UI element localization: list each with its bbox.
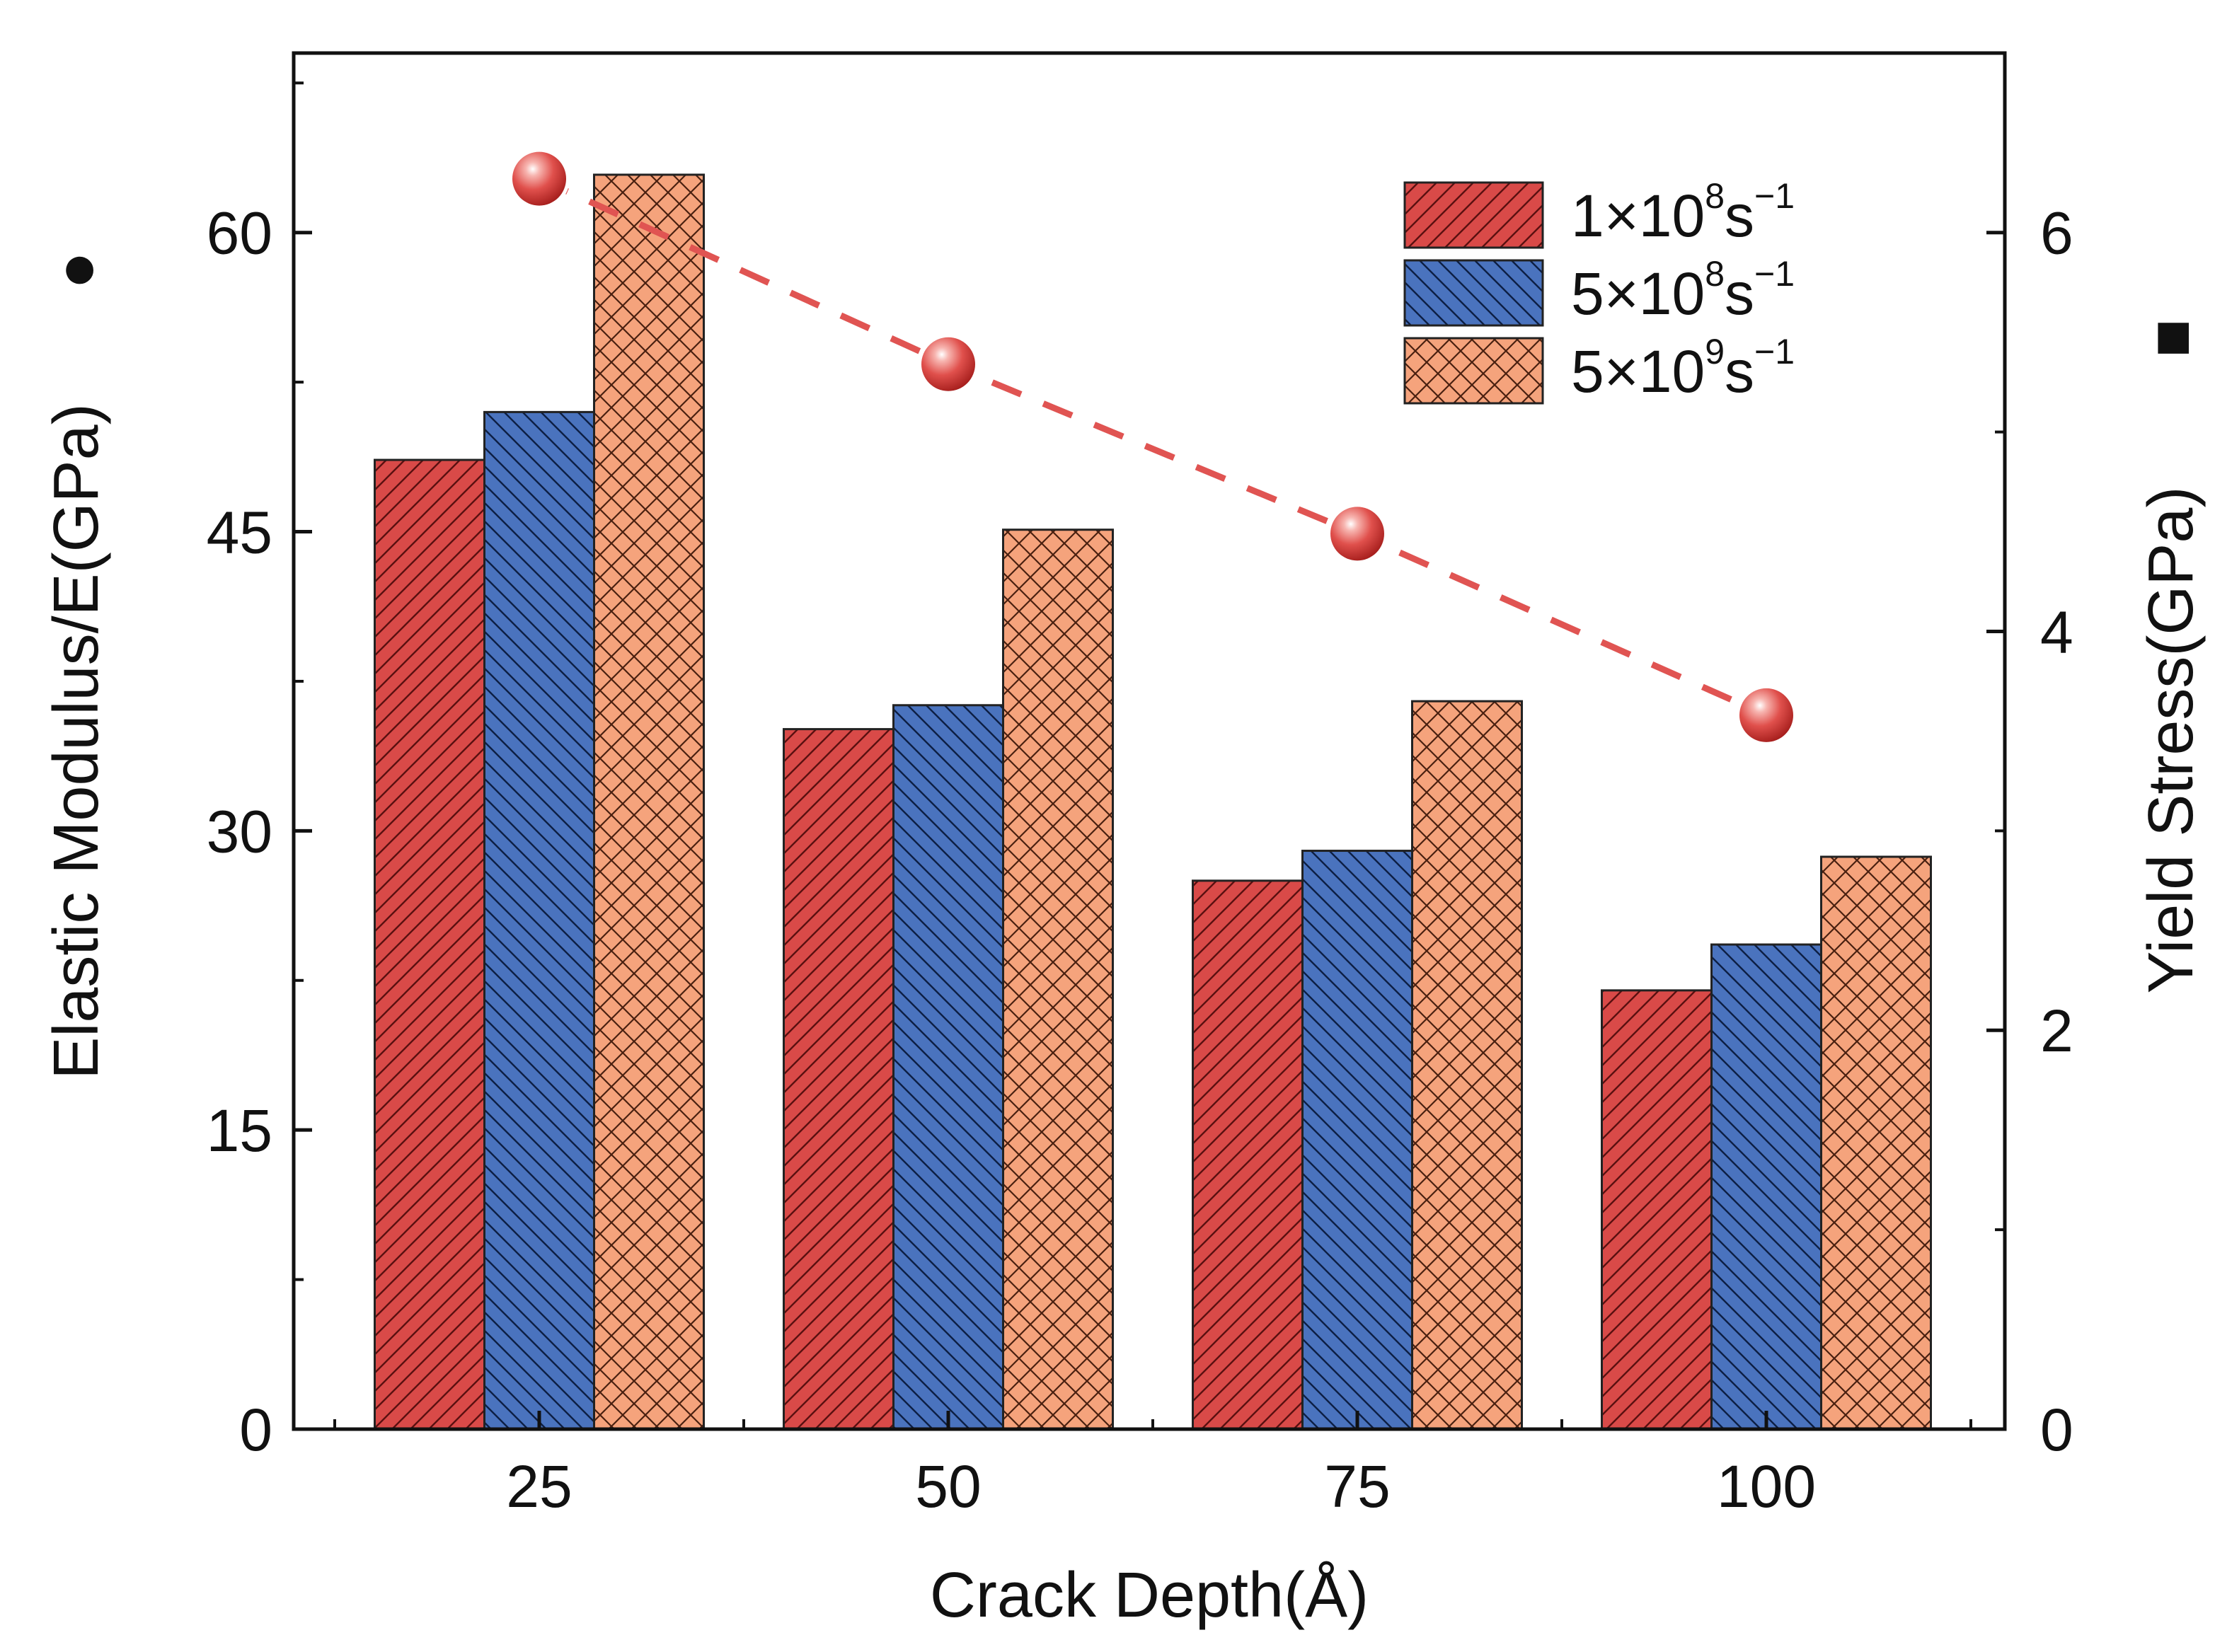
y-right-tick-label: 4 — [2040, 599, 2073, 665]
bar-50-series-3 — [1002, 528, 1114, 1431]
legend-label-3: 5×109s−1 — [1571, 332, 1795, 405]
y-axis-left-label: Elastic Modulus/E(GPa) — [41, 403, 112, 1079]
y-left-tick-label: 60 — [207, 200, 272, 267]
legend-swatch-3 — [1403, 337, 1544, 405]
legend-label-2: 5×108s−1 — [1571, 254, 1795, 327]
x-tick-label: 75 — [1324, 1453, 1390, 1520]
bar-25-series-3 — [593, 173, 705, 1431]
bar-75-series-3 — [1411, 700, 1523, 1431]
left-axis-label-group: Elastic Modulus/E(GPa) — [41, 403, 112, 1079]
square-marker-icon: ■ — [2136, 319, 2207, 357]
bar-100-series-2 — [1710, 943, 1822, 1431]
legend: 1×108s−15×108s−15×109s−1 — [1403, 176, 1795, 405]
x-tick-label: 50 — [915, 1453, 981, 1520]
ticks-group: 0 15 30 45 60 0 2 4 6 25 50 75 100 — [207, 81, 2073, 1520]
bar-100-series-1 — [1601, 989, 1713, 1431]
yield-stress-point-50 — [921, 337, 975, 391]
y-right-tick-label: 0 — [2040, 1397, 2073, 1463]
bar-25-series-2 — [483, 410, 595, 1431]
legend-label-1: 1×108s−1 — [1571, 176, 1795, 249]
yield-stress-point-25 — [512, 151, 566, 206]
bar-100-series-3 — [1820, 855, 1932, 1431]
yield-stress-line-group — [509, 148, 1797, 746]
circle-marker-icon: ● — [41, 251, 112, 289]
y-right-tick-label: 6 — [2040, 200, 2073, 267]
bar-75-series-2 — [1301, 850, 1413, 1431]
yield-stress-point-75 — [1330, 507, 1384, 561]
plot-border — [292, 51, 2007, 1431]
bars-group — [374, 173, 1932, 1431]
plot-frame — [292, 51, 2007, 1431]
y-left-tick-label: 15 — [207, 1097, 272, 1164]
x-tick-label: 100 — [1717, 1453, 1816, 1520]
x-axis-label: Crack Depth(Å) — [930, 1560, 1369, 1631]
right-axis-marker-group: ■ — [2136, 319, 2207, 357]
bar-25-series-1 — [374, 458, 485, 1431]
y-left-tick-label: 45 — [207, 499, 272, 566]
y-axis-right-label: Yield Stress(GPa) — [2136, 487, 2207, 994]
y-left-tick-label: 30 — [207, 798, 272, 865]
bar-75-series-1 — [1192, 879, 1304, 1431]
right-axis-label-group: Yield Stress(GPa) — [2136, 487, 2207, 994]
yield-stress-point-100 — [1739, 688, 1793, 742]
yield-stress-line — [538, 175, 1768, 718]
legend-swatch-1 — [1403, 181, 1544, 249]
left-axis-marker-group: ● — [41, 251, 112, 289]
y-left-tick-label: 0 — [239, 1397, 272, 1463]
x-tick-label: 25 — [506, 1453, 572, 1520]
bar-50-series-1 — [783, 728, 894, 1431]
bar-50-series-2 — [892, 704, 1004, 1431]
legend-swatch-2 — [1403, 259, 1544, 327]
y-right-tick-label: 2 — [2040, 998, 2073, 1064]
